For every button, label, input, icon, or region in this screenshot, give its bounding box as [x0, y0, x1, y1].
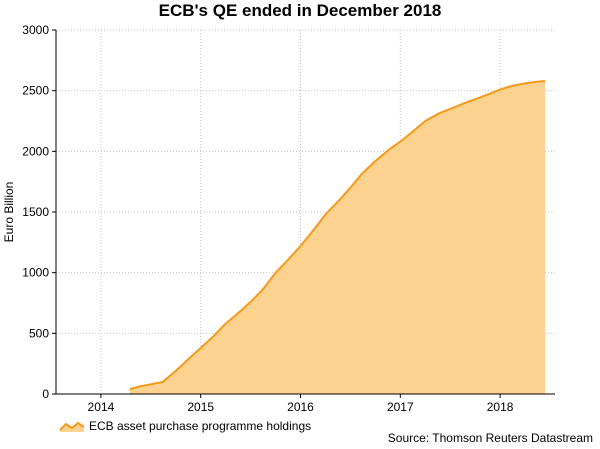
legend-swatch-line: [59, 421, 85, 431]
y-tick-label: 0: [42, 387, 49, 401]
y-tick-label: 1500: [22, 205, 49, 219]
x-tick-label: 2015: [187, 400, 214, 414]
series-line: [129, 80, 546, 391]
y-tick-label: 2500: [22, 84, 49, 98]
series-area: [129, 81, 546, 394]
y-tick-label: 2000: [22, 144, 49, 158]
y-axis-label: Euro Billion: [2, 182, 16, 243]
y-tick-label: 500: [29, 326, 49, 340]
x-tick-label: 2016: [287, 400, 314, 414]
x-tick-label: 2014: [88, 400, 115, 414]
legend: ECB asset purchase programme holdings: [59, 419, 311, 433]
y-tick-label: 3000: [22, 23, 49, 37]
source-note: Source: Thomson Reuters Datastream: [387, 431, 593, 445]
chart-title: ECB's QE ended in December 2018: [158, 1, 442, 20]
x-tick-label: 2018: [487, 400, 514, 414]
x-tick-label: 2017: [387, 400, 414, 414]
y-tick-label: 1000: [22, 266, 49, 280]
legend-label: ECB asset purchase programme holdings: [89, 419, 311, 433]
